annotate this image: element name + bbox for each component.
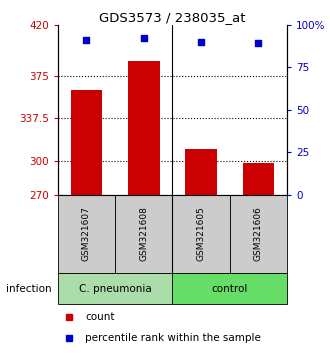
- Point: [84, 37, 89, 43]
- Text: GSM321607: GSM321607: [82, 206, 91, 261]
- Bar: [173, 195, 230, 273]
- Text: control: control: [212, 284, 248, 293]
- Title: GDS3573 / 238035_at: GDS3573 / 238035_at: [99, 11, 246, 24]
- Bar: [185, 149, 217, 195]
- Bar: [58, 195, 115, 273]
- Bar: [128, 61, 159, 195]
- Bar: [71, 91, 102, 195]
- Text: count: count: [85, 312, 115, 322]
- Point: [256, 41, 261, 46]
- Text: percentile rank within the sample: percentile rank within the sample: [85, 332, 261, 343]
- Text: GSM321605: GSM321605: [197, 206, 206, 261]
- Text: infection: infection: [6, 284, 52, 293]
- Bar: [230, 195, 287, 273]
- Bar: [115, 195, 173, 273]
- Text: GSM321608: GSM321608: [139, 206, 148, 261]
- Text: GSM321606: GSM321606: [254, 206, 263, 261]
- Bar: [58, 273, 173, 304]
- Bar: [243, 163, 274, 195]
- Point: [141, 35, 147, 41]
- Text: C. pneumonia: C. pneumonia: [79, 284, 151, 293]
- Point: [198, 39, 204, 45]
- Bar: [173, 273, 287, 304]
